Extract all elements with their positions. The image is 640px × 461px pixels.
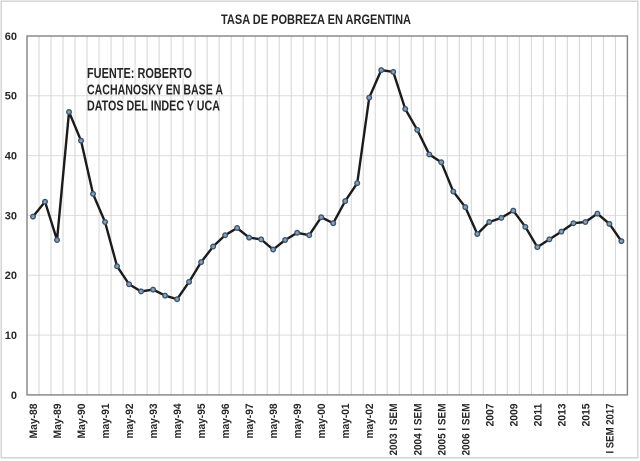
svg-text:may-01: may-01 <box>340 404 352 439</box>
svg-text:may-96: may-96 <box>220 404 232 439</box>
svg-text:may-97: may-97 <box>244 404 256 439</box>
svg-text:60: 60 <box>5 31 17 43</box>
svg-text:2009: 2009 <box>508 404 520 427</box>
svg-text:2005 I SEM: 2005 I SEM <box>436 404 448 456</box>
svg-text:40: 40 <box>5 151 17 163</box>
svg-text:may-02: may-02 <box>364 404 376 439</box>
svg-text:FUENTE: ROBERTO: FUENTE: ROBERTO <box>87 65 192 82</box>
svg-text:May-88: May-88 <box>28 404 40 439</box>
svg-text:CACHANOSKY EN BASE A: CACHANOSKY EN BASE A <box>87 81 223 98</box>
svg-text:2013: 2013 <box>556 404 568 427</box>
svg-text:may-99: may-99 <box>292 404 304 439</box>
svg-text:may-98: may-98 <box>268 404 280 439</box>
svg-text:50: 50 <box>5 91 17 103</box>
svg-text:I SEM 2017: I SEM 2017 <box>604 404 616 454</box>
svg-text:10: 10 <box>5 330 17 342</box>
svg-text:2004 I SEM: 2004 I SEM <box>412 404 424 456</box>
svg-text:may-94: may-94 <box>172 403 184 439</box>
svg-text:2015: 2015 <box>580 404 592 427</box>
svg-text:may-93: may-93 <box>148 404 160 439</box>
svg-text:TASA DE POBREZA EN ARGENTINA: TASA DE POBREZA EN ARGENTINA <box>221 11 411 27</box>
svg-text:may-92: may-92 <box>124 404 136 439</box>
svg-text:2003 I SEM: 2003 I SEM <box>388 404 400 456</box>
svg-text:may-91: may-91 <box>100 404 112 439</box>
svg-text:may-95: may-95 <box>196 404 208 439</box>
svg-text:2006 I SEM: 2006 I SEM <box>460 404 472 456</box>
svg-text:2011: 2011 <box>532 404 544 427</box>
svg-text:20: 20 <box>5 270 17 282</box>
svg-text:may-00: may-00 <box>316 404 328 439</box>
svg-text:May-90: May-90 <box>76 404 88 439</box>
svg-text:2007: 2007 <box>484 404 496 427</box>
svg-text:0: 0 <box>11 390 17 402</box>
svg-text:30: 30 <box>5 210 17 222</box>
svg-text:DATOS DEL INDEC Y UCA: DATOS DEL INDEC Y UCA <box>87 98 220 115</box>
svg-text:May-89: May-89 <box>52 404 64 439</box>
